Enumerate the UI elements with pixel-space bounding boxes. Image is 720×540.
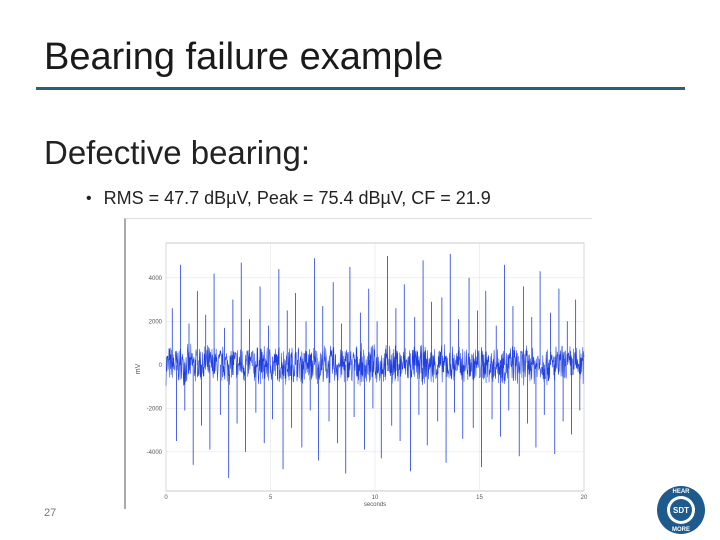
- x-tick-label: 0: [164, 495, 168, 501]
- waveform-chart: 4000 2000 0 -2000 -4000 0 5 10 15 20 mV seconds: [135, 242, 588, 508]
- bullet-item: • RMS = 47.7 dBµV, Peak = 75.4 dBµV, CF …: [86, 188, 491, 209]
- x-tick-label: 5: [269, 495, 273, 501]
- slide-title: Bearing failure example: [44, 36, 444, 78]
- slide-number: 27: [44, 507, 57, 519]
- logo-ring-bottom: MORE: [672, 527, 690, 533]
- subheading: Defective bearing:: [44, 134, 310, 171]
- logo-ring-top: HEAR: [672, 489, 690, 495]
- sdt-logo-icon: HEAR SDT MORE: [657, 486, 705, 534]
- bullet-text: RMS = 47.7 dBµV, Peak = 75.4 dBµV, CF = …: [103, 188, 491, 208]
- x-tick-label: 15: [476, 495, 483, 501]
- title-divider: [36, 87, 685, 90]
- y-tick-label: 4000: [149, 276, 163, 282]
- waveform-plot: 4000 2000 0 -2000 -4000 0 5 10 15 20 mV seconds: [124, 218, 592, 509]
- y-tick-label: -4000: [147, 450, 163, 456]
- logo-center: SDT: [673, 506, 689, 515]
- bullet-dot-icon: •: [86, 189, 92, 207]
- x-tick-label: 10: [372, 495, 379, 501]
- x-tick-label: 20: [581, 495, 588, 501]
- signal-band: [165, 343, 585, 387]
- y-tick-label: -2000: [147, 406, 163, 412]
- y-tick-label: 2000: [149, 319, 163, 325]
- y-axis-label: mV: [135, 363, 142, 374]
- y-tick-label: 0: [159, 363, 163, 369]
- x-axis-label: seconds: [364, 502, 386, 508]
